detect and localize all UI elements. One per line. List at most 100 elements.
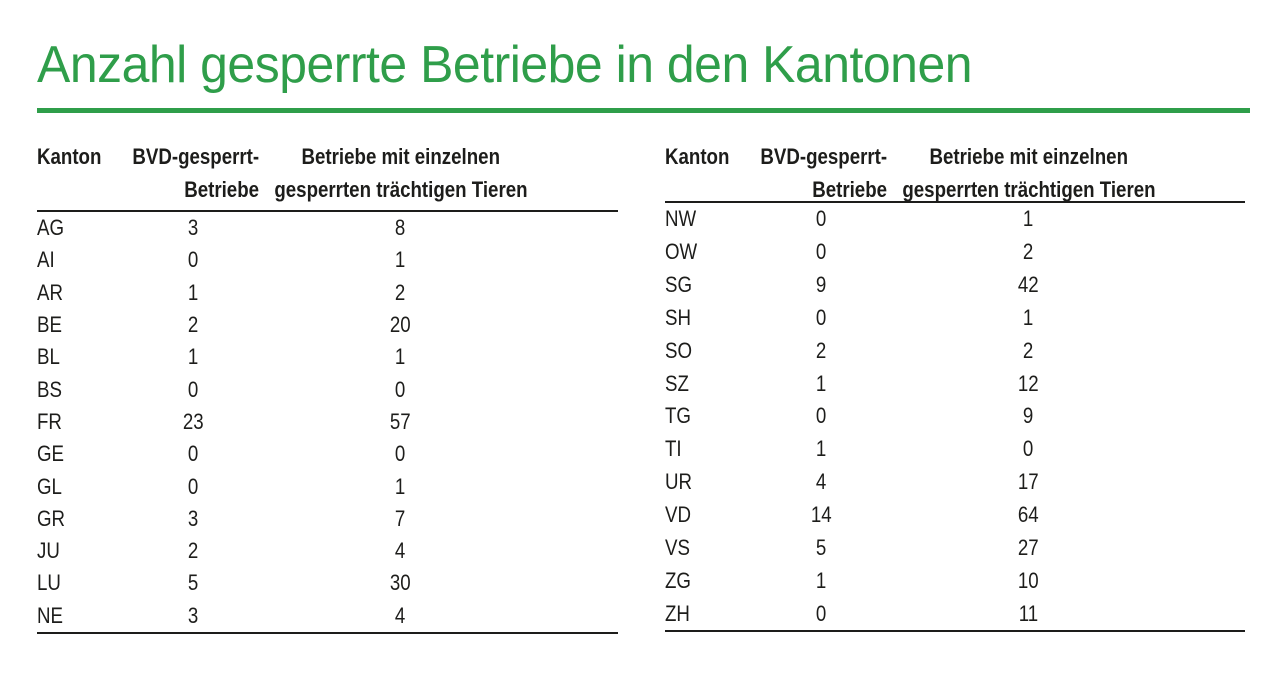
single-animal-farms-count: 27 [1018, 534, 1039, 560]
bvd-blocked-count: 2 [187, 538, 199, 564]
cell-bvd-blocked-count: 3 [127, 212, 259, 244]
cell-canton-code: AG [37, 212, 127, 244]
bvd-blocked-count: 1 [815, 436, 827, 462]
bvd-blocked-count: 2 [187, 312, 199, 338]
table-row: SO 2 2 [665, 334, 1245, 367]
cell-bvd-blocked-count: 0 [755, 400, 887, 433]
cell-single-animal-farms-count: 2 [887, 236, 1170, 269]
single-animal-farms-count: 8 [395, 215, 406, 241]
cell-single-animal-farms-count: 20 [259, 309, 542, 341]
single-animal-farms-count: 0 [395, 441, 406, 467]
table-row: SZ 1 12 [665, 367, 1245, 400]
cell-canton-code: NE [37, 600, 127, 632]
bvd-blocked-count: 0 [815, 600, 827, 626]
cell-single-animal-farms-count: 10 [887, 564, 1170, 597]
bvd-blocked-count: 14 [810, 502, 832, 528]
bvd-blocked-count: 0 [815, 403, 827, 429]
cell-canton-code: ZG [665, 564, 755, 597]
cell-canton-code: TI [665, 433, 755, 466]
single-animal-farms-count: 1 [395, 247, 406, 273]
bvd-blocked-count: 3 [187, 505, 199, 531]
table-row: ZH 0 11 [665, 597, 1245, 630]
table-row: TG 0 9 [665, 400, 1245, 433]
cell-canton-code: AI [37, 244, 127, 276]
cell-single-animal-farms-count: 0 [259, 438, 542, 470]
cell-single-animal-farms-count: 4 [259, 535, 542, 567]
cell-single-animal-farms-count: 57 [259, 406, 542, 438]
cell-bvd-blocked-count: 2 [127, 535, 259, 567]
bvd-blocked-count: 5 [187, 570, 199, 596]
canton-code: AI [37, 247, 55, 273]
table-row: FR 23 57 [37, 406, 618, 438]
table-row: OW 0 2 [665, 236, 1245, 269]
canton-code: SG [665, 272, 693, 298]
cell-bvd-blocked-count: 5 [127, 567, 259, 599]
cell-single-animal-farms-count: 9 [887, 400, 1170, 433]
cell-canton-code: BS [37, 373, 127, 405]
single-animal-farms-count: 4 [395, 538, 406, 564]
title-underline-rule [37, 108, 1250, 113]
canton-code: GE [37, 441, 65, 467]
bvd-blocked-count: 0 [187, 473, 199, 499]
page-title-text: Anzahl gesperrte Betriebe in den Kantone… [37, 36, 973, 94]
bvd-blocked-count: 3 [187, 602, 199, 628]
cell-single-animal-farms-count: 11 [887, 597, 1170, 630]
cell-single-animal-farms-count: 2 [887, 334, 1170, 367]
canton-code: NW [665, 206, 697, 232]
header-kanton-label: Kanton [37, 144, 102, 169]
cell-bvd-blocked-count: 0 [755, 236, 887, 269]
header-einzeltiere-line1: Betriebe mit einzelnen [929, 144, 1128, 169]
bvd-blocked-count: 0 [815, 206, 827, 232]
single-animal-farms-count: 9 [1023, 403, 1034, 429]
header-spacer [542, 140, 618, 210]
single-animal-farms-count: 30 [390, 570, 411, 596]
single-animal-farms-count: 64 [1018, 502, 1039, 528]
cell-single-animal-farms-count: 64 [887, 499, 1170, 532]
cell-bvd-blocked-count: 1 [755, 564, 887, 597]
cell-canton-code: GL [37, 470, 127, 502]
bvd-blocked-count: 0 [187, 376, 199, 402]
table-row: AI 0 1 [37, 244, 618, 276]
single-animal-farms-count: 42 [1018, 272, 1039, 298]
cell-bvd-blocked-count: 1 [127, 277, 259, 309]
cell-single-animal-farms-count: 1 [259, 341, 542, 373]
header-bvd-line1: BVD-gesperrt- [760, 144, 887, 169]
cantons-table-right: Kanton BVD-gesperrt- Betriebe Betriebe m… [665, 140, 1245, 632]
cell-canton-code: GR [37, 503, 127, 535]
header-bvd-line2: Betriebe [812, 177, 887, 202]
header-bvd: BVD-gesperrt- Betriebe [755, 140, 887, 206]
cell-bvd-blocked-count: 4 [755, 466, 887, 499]
cell-bvd-blocked-count: 1 [755, 433, 887, 466]
cantons-table-left: Kanton BVD-gesperrt- Betriebe Betriebe m… [37, 140, 618, 634]
header-einzeltiere-line2: gesperrten trächtigen Tieren [901, 177, 1156, 202]
single-animal-farms-count: 2 [1023, 239, 1034, 265]
bvd-blocked-count: 4 [815, 469, 827, 495]
cell-single-animal-farms-count: 12 [887, 367, 1170, 400]
header-einzeltiere-line1: Betriebe mit einzelnen [301, 144, 500, 169]
cell-canton-code: BE [37, 309, 127, 341]
cell-canton-code: LU [37, 567, 127, 599]
cell-canton-code: FR [37, 406, 127, 438]
bvd-blocked-count: 9 [815, 272, 827, 298]
table-row: SH 0 1 [665, 302, 1245, 335]
cell-single-animal-farms-count: 1 [259, 470, 542, 502]
cell-canton-code: AR [37, 277, 127, 309]
canton-code: SO [665, 337, 693, 363]
header-einzeltiere: Betriebe mit einzelnen gesperrten trächt… [887, 140, 1170, 206]
canton-code: UR [665, 469, 693, 495]
cell-bvd-blocked-count: 0 [127, 373, 259, 405]
cell-single-animal-farms-count: 0 [259, 373, 542, 405]
canton-code: GL [37, 473, 62, 499]
bvd-blocked-count: 23 [182, 408, 204, 434]
table-row: GL 0 1 [37, 470, 618, 502]
cell-bvd-blocked-count: 0 [127, 438, 259, 470]
canton-code: ZH [665, 600, 690, 626]
cell-single-animal-farms-count: 7 [259, 503, 542, 535]
canton-code: BL [37, 344, 60, 370]
table-row: GR 3 7 [37, 503, 618, 535]
header-spacer [1170, 140, 1245, 206]
table-header-right: Kanton BVD-gesperrt- Betriebe Betriebe m… [665, 140, 1245, 203]
bvd-blocked-count: 0 [815, 304, 827, 330]
cell-bvd-blocked-count: 0 [127, 470, 259, 502]
cell-bvd-blocked-count: 2 [127, 309, 259, 341]
